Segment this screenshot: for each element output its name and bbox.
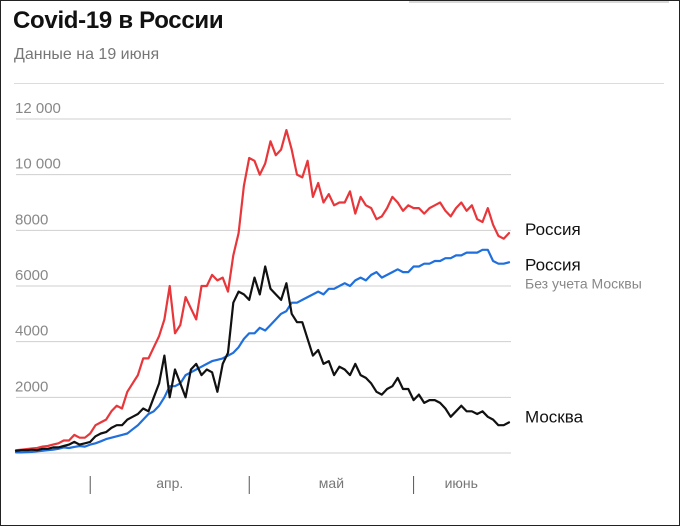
y-tick-label: 8000 <box>15 211 48 228</box>
y-tick-label: 10 000 <box>15 156 61 173</box>
y-tick-label: 2000 <box>15 378 48 395</box>
series-label: Без учета Москвы <box>525 275 642 291</box>
header-divider <box>14 83 664 84</box>
y-tick-label: 4000 <box>15 323 48 340</box>
series-line-1 <box>14 248 511 454</box>
x-tick-label: апр. <box>156 475 183 491</box>
x-tick-label: июнь <box>445 475 478 491</box>
y-tick-label: 6000 <box>15 267 48 284</box>
chart-title: Covid-19 в России <box>13 7 224 34</box>
series-label: Россия <box>525 255 581 274</box>
y-tick-label: 12 000 <box>15 100 61 117</box>
series-label: Москва <box>525 407 584 426</box>
series-label: Россия <box>525 220 581 239</box>
series-line-2 <box>14 265 511 452</box>
chart-subtitle: Данные на 19 июня <box>14 46 160 63</box>
x-tick-label: май <box>319 475 344 491</box>
series-line-0 <box>14 129 511 452</box>
top-edge-mark <box>409 1 669 3</box>
